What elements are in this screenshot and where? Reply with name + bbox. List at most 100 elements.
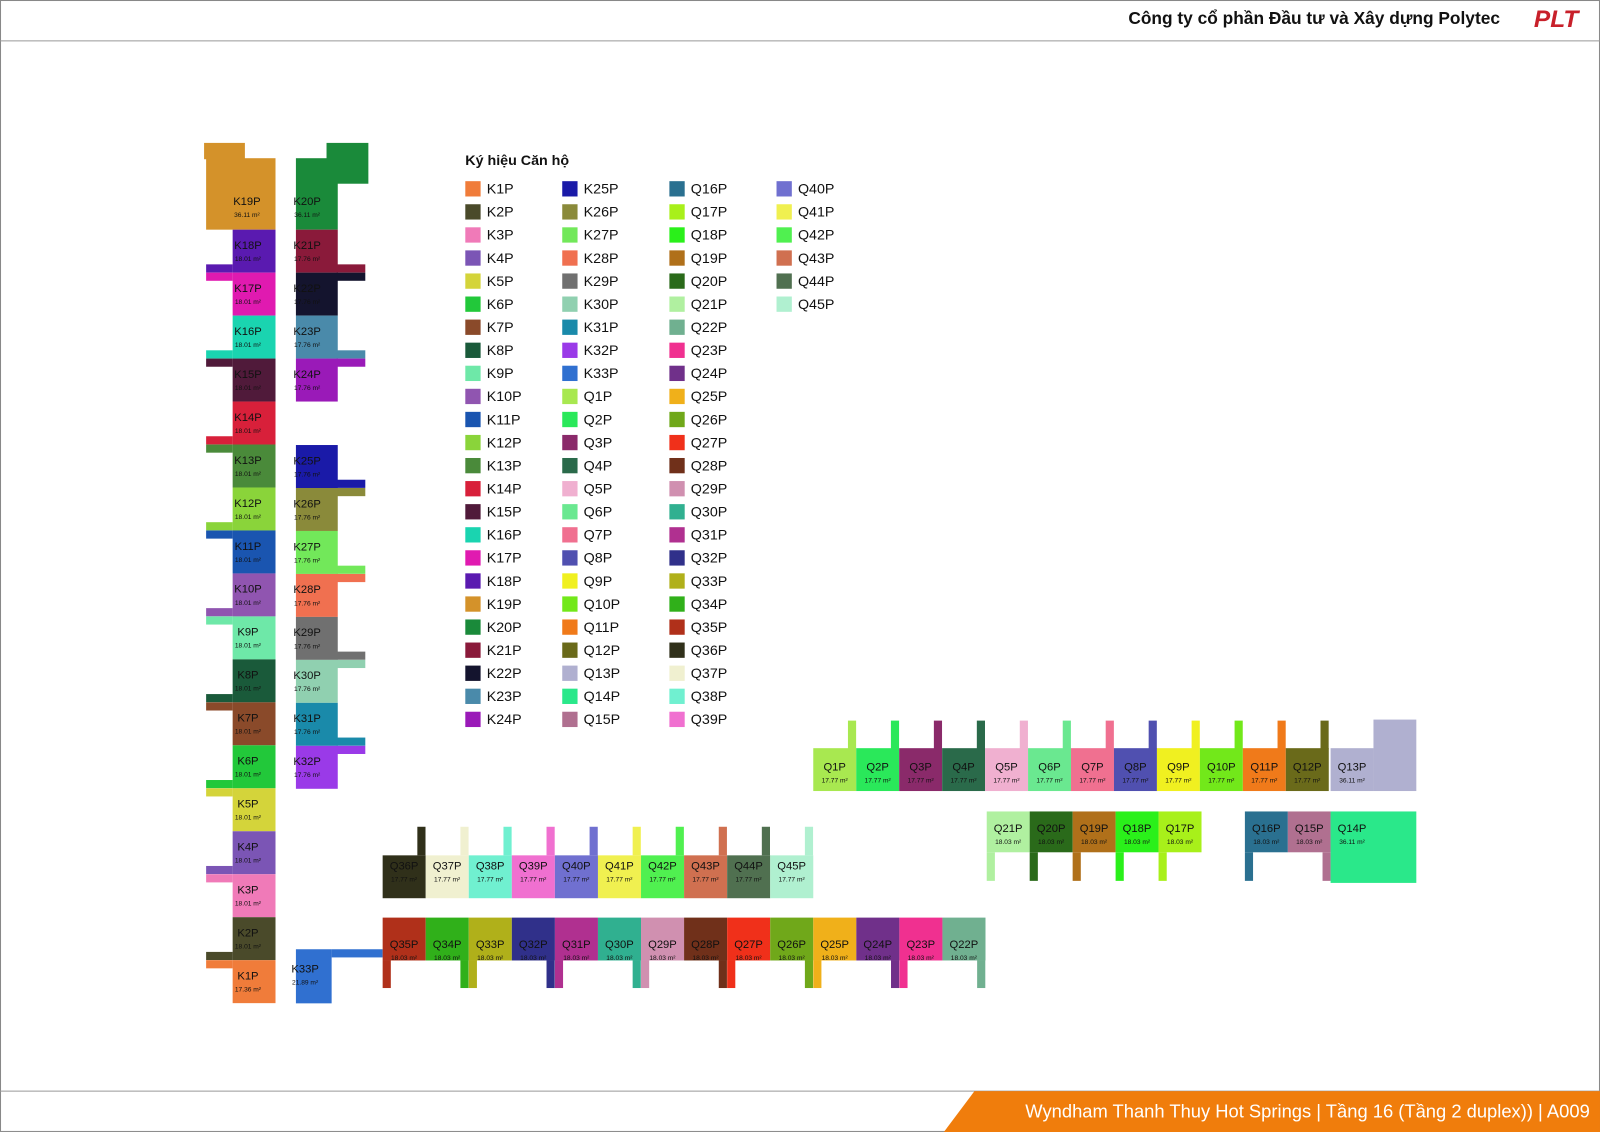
legend-swatch [669, 411, 685, 428]
unit-label: Q42P [648, 861, 677, 873]
unit-area: 17.76 m² [294, 385, 321, 392]
unit-area: 17.77 m² [391, 877, 418, 884]
legend-label: K20P [487, 620, 522, 636]
legend-label: Q5P [584, 481, 613, 497]
legend-swatch [562, 596, 578, 612]
unit-shape [632, 960, 641, 989]
unit-shape [1029, 811, 1073, 853]
unit-label: K13P [234, 455, 261, 467]
company-name: Công ty cổ phần Đầu tư và Xây dựng Polyt… [1128, 8, 1500, 28]
unit-shape [899, 748, 943, 792]
unit-shape [417, 826, 426, 856]
legend-swatch [465, 457, 481, 474]
legend-label: Q42P [798, 228, 834, 244]
unit-shape [460, 826, 469, 856]
legend-swatch [562, 365, 578, 382]
unit-shape [232, 788, 276, 832]
legend-swatch [465, 250, 481, 266]
unit-shape [597, 917, 642, 961]
unit-shape [295, 272, 338, 316]
legend-swatch [465, 434, 481, 451]
legend-swatch [669, 711, 685, 728]
unit-shape [232, 229, 276, 273]
unit-area: 18.03 m² [434, 955, 461, 962]
unit-area: 18.03 m² [951, 955, 978, 962]
legend-swatch [465, 527, 481, 543]
unit-shape [1277, 720, 1286, 750]
unit-area: 36.11 m² [1339, 778, 1365, 785]
legend-label: Q2P [584, 412, 613, 428]
unit-label: Q10P [1207, 762, 1236, 774]
unit-area: 17.77 m² [1079, 778, 1106, 785]
legend-label: Q23P [691, 343, 727, 359]
legend-label: Q17P [691, 205, 727, 221]
unit-label: Q24P [863, 939, 892, 951]
unit-shape [977, 960, 986, 989]
unit-label: K31P [293, 713, 320, 725]
unit-shape [718, 960, 727, 989]
legend-swatch [562, 250, 578, 266]
unit-label: Q44P [734, 861, 763, 873]
unit-label: Q6P [1038, 762, 1060, 774]
unit-shape [589, 826, 598, 856]
legend-label: K1P [487, 182, 514, 198]
unit-label: K10P [234, 584, 261, 596]
unit-shape [206, 530, 233, 539]
unit-area: 17.77 m² [950, 778, 977, 785]
unit-shape [232, 616, 276, 660]
unit-area: 17.76 m² [294, 342, 321, 349]
unit-shape [295, 949, 332, 1004]
unit-label: Q36P [390, 861, 419, 873]
unit-shape [336, 358, 366, 367]
unit-label: Q31P [562, 939, 591, 951]
unit-label: K11P [235, 541, 262, 553]
legend-swatch [465, 642, 481, 658]
unit-area: 36.11 m² [1339, 839, 1365, 846]
legend-swatch [669, 573, 685, 589]
unit-label: Q2P [866, 762, 888, 774]
unit-shape [761, 826, 770, 856]
unit-area: 17.77 m² [692, 877, 719, 884]
legend-swatch [669, 457, 685, 474]
unit-area: 18.01 m² [235, 299, 262, 306]
unit-label: K26P [293, 498, 320, 510]
unit-label: Q29P [648, 939, 677, 951]
unit-shape [295, 487, 338, 531]
unit-area: 17.76 m² [294, 471, 321, 478]
unit-area: 17.77 m² [1165, 778, 1192, 785]
unit-shape [232, 702, 276, 746]
unit-area: 17.77 m² [865, 778, 892, 785]
legend-label: Q34P [691, 597, 727, 613]
unit-shape [1322, 852, 1331, 881]
legend-label: K29P [584, 274, 619, 290]
legend-swatch [669, 365, 685, 382]
legend-swatch [562, 434, 578, 451]
unit-shape [1285, 748, 1329, 792]
legend-label: Q18P [691, 228, 727, 244]
legend-label: Q36P [691, 643, 727, 659]
legend-swatch [669, 596, 685, 612]
unit-shape [1244, 811, 1288, 853]
unit-label: K1P [237, 970, 258, 982]
unit-label: Q35P [390, 939, 419, 951]
unit-shape [891, 960, 900, 989]
unit-area: 18.03 m² [1081, 839, 1108, 846]
unit-shape [727, 855, 771, 899]
legend-label: Q25P [691, 389, 727, 405]
legend-label: Q19P [691, 251, 727, 267]
unit-shape [336, 272, 366, 281]
unit-shape [206, 780, 233, 789]
unit-area: 17.77 m² [563, 877, 590, 884]
unit-label: Q38P [476, 861, 505, 873]
unit-shape [295, 616, 338, 660]
legend-label: Q30P [691, 505, 727, 521]
legend-label: Q41P [798, 205, 834, 221]
unit-shape [206, 694, 233, 703]
unit-label: Q5P [995, 762, 1017, 774]
legend-swatch [562, 388, 578, 405]
footer-title: Wyndham Thanh Thuy Hot Springs | Tầng 16… [1025, 1100, 1589, 1121]
unit-shape [1242, 748, 1286, 792]
unit-area: 17.36 m² [235, 987, 262, 994]
legend-label: K7P [487, 320, 514, 336]
unit-shape [232, 831, 276, 875]
